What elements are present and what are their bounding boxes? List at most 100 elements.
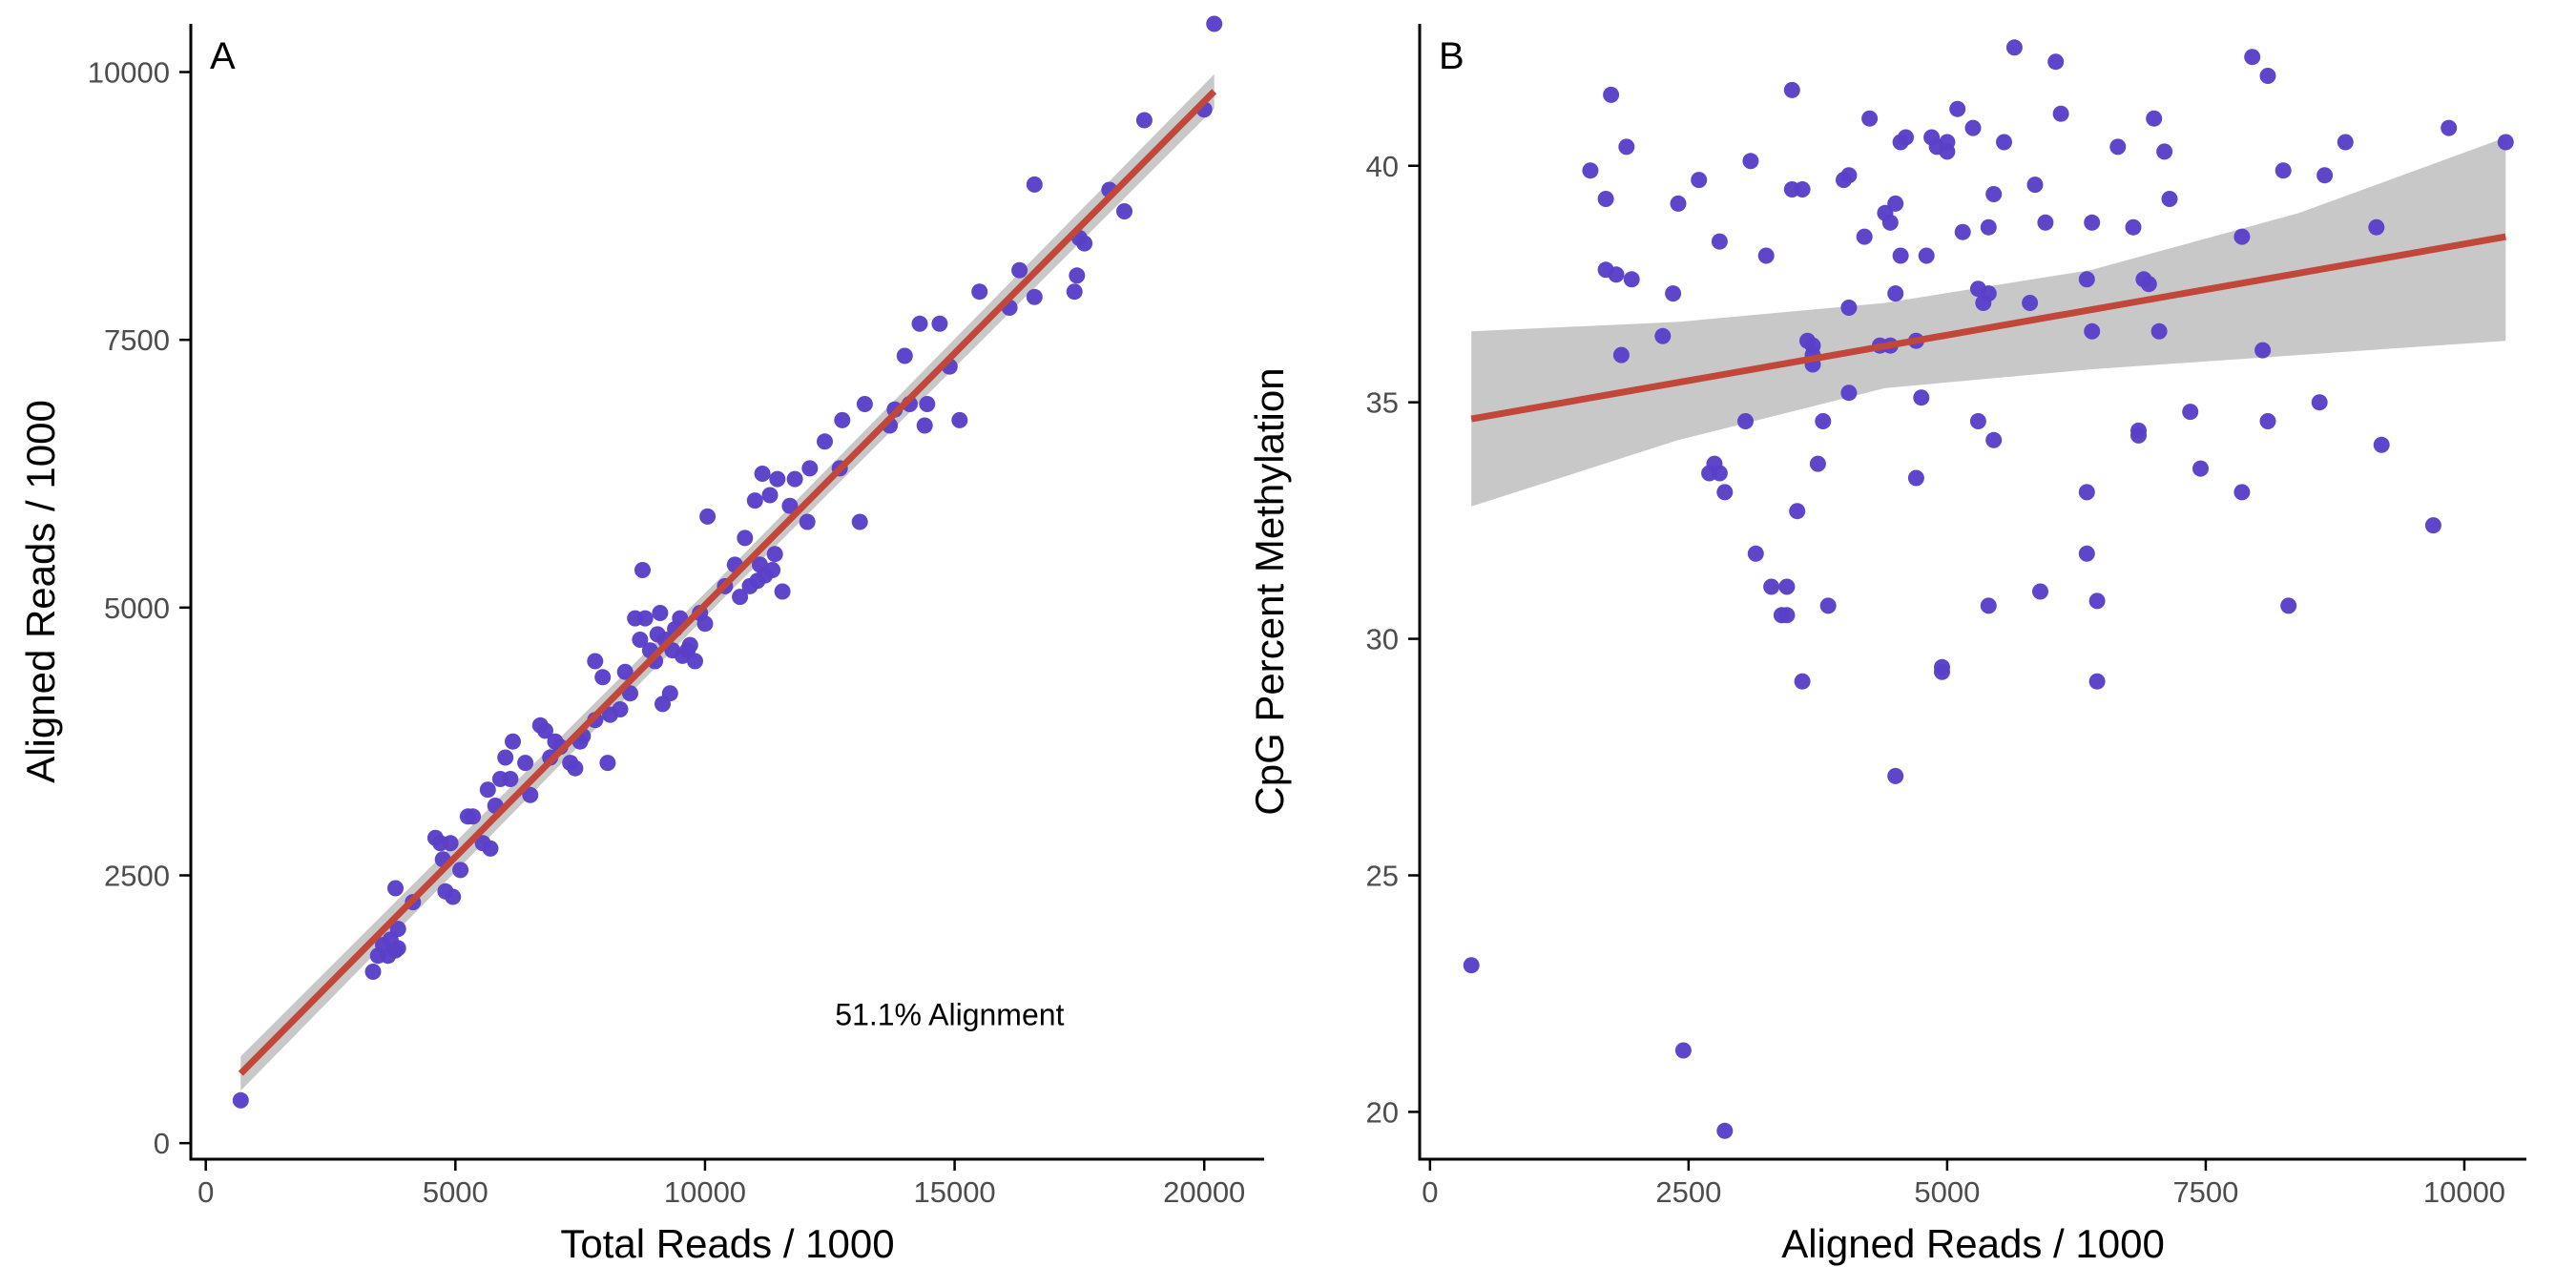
data-point (1757, 247, 1775, 264)
data-point (505, 733, 521, 750)
panel-b-fit-line (1470, 233, 2506, 423)
data-point (2373, 436, 2390, 453)
data-point (2254, 342, 2272, 359)
data-point (1964, 119, 1982, 136)
data-point (1206, 15, 1223, 32)
data-point (1670, 195, 1687, 212)
data-point (801, 460, 819, 477)
data-point (1980, 597, 1997, 614)
data-point (1892, 247, 1909, 264)
data-point (587, 653, 604, 670)
y-tick-label: 5000 (104, 592, 170, 625)
data-point (2368, 218, 2385, 236)
data-point (2497, 134, 2514, 151)
data-point (971, 283, 988, 301)
data-point (931, 315, 948, 332)
data-point (2233, 228, 2251, 245)
data-point (1582, 162, 1599, 179)
data-point (2311, 394, 2328, 411)
data-point (389, 921, 406, 938)
data-point (699, 508, 717, 525)
data-point (517, 755, 534, 772)
data-point (1654, 327, 1672, 344)
data-point (687, 653, 703, 670)
data-point (919, 396, 936, 412)
panel-b-axes: 0 2500 5000 7500 10000 20 25 30 35 40 (1366, 24, 2526, 1209)
data-point (856, 396, 873, 412)
data-point (1623, 271, 1640, 288)
data-point (1985, 186, 2003, 202)
data-point (2280, 597, 2297, 614)
data-point (2026, 177, 2044, 194)
data-point (1763, 578, 1780, 595)
data-point (1840, 300, 1858, 316)
data-point (445, 888, 462, 905)
data-point (2088, 673, 2106, 690)
data-point (2088, 592, 2106, 610)
data-point (612, 701, 629, 717)
panel-a-points (232, 15, 1223, 1109)
y-tick-label: 25 (1366, 860, 1399, 893)
data-point (1711, 465, 1728, 482)
data-point (781, 497, 799, 514)
data-point (1794, 673, 1811, 690)
data-point (636, 610, 654, 627)
data-point (1815, 413, 1832, 429)
data-point (2005, 39, 2023, 56)
data-point (1819, 597, 1837, 614)
data-point (1011, 261, 1028, 279)
y-tick-label: 20 (1366, 1095, 1399, 1129)
data-point (1618, 138, 1635, 156)
data-point (2182, 404, 2199, 421)
data-point (746, 492, 763, 509)
x-tick-label: 10000 (664, 1175, 746, 1209)
data-point (774, 583, 791, 600)
data-point (916, 417, 933, 434)
data-point (911, 315, 928, 332)
data-point (1939, 143, 1956, 160)
data-point (2150, 322, 2168, 340)
data-point (2140, 276, 2157, 293)
data-point (1026, 288, 1043, 305)
data-point (2233, 484, 2251, 501)
data-point (1949, 100, 1966, 117)
data-point (951, 411, 968, 428)
data-point (1980, 218, 1997, 236)
data-point (1794, 181, 1811, 197)
x-tick-label: 7500 (2172, 1175, 2238, 1209)
data-point (1778, 578, 1796, 595)
data-point (1665, 285, 1682, 302)
panel-a-label: A (210, 35, 236, 77)
x-tick-label: 0 (197, 1175, 214, 1209)
data-point (732, 589, 749, 606)
data-point (567, 759, 584, 777)
data-point (681, 636, 698, 654)
data-point (1918, 247, 1935, 264)
data-point (764, 562, 781, 578)
data-point (1969, 413, 1986, 429)
data-point (817, 433, 833, 450)
data-point (2078, 545, 2095, 562)
data-point (1881, 214, 1899, 231)
data-point (2047, 53, 2065, 71)
data-point (502, 771, 519, 787)
data-point (2259, 413, 2276, 429)
data-point (2244, 49, 2261, 66)
data-point (2259, 68, 2276, 84)
data-point (661, 685, 678, 702)
data-point (786, 470, 803, 488)
data-point (2316, 167, 2334, 184)
data-point (2441, 119, 2458, 136)
data-point (1840, 384, 1858, 402)
data-point (2022, 295, 2039, 311)
data-point (2161, 191, 2178, 207)
data-point (2125, 218, 2142, 236)
data-point (479, 781, 496, 799)
data-point (1809, 455, 1826, 472)
data-point (1463, 957, 1480, 974)
data-point (2084, 322, 2101, 340)
panel-b: B 0 2500 5000 7500 10000 20 25 30 35 40 Aligned R… (1247, 24, 2526, 1266)
x-tick-label: 2500 (1655, 1175, 1721, 1209)
data-point (2192, 460, 2209, 477)
